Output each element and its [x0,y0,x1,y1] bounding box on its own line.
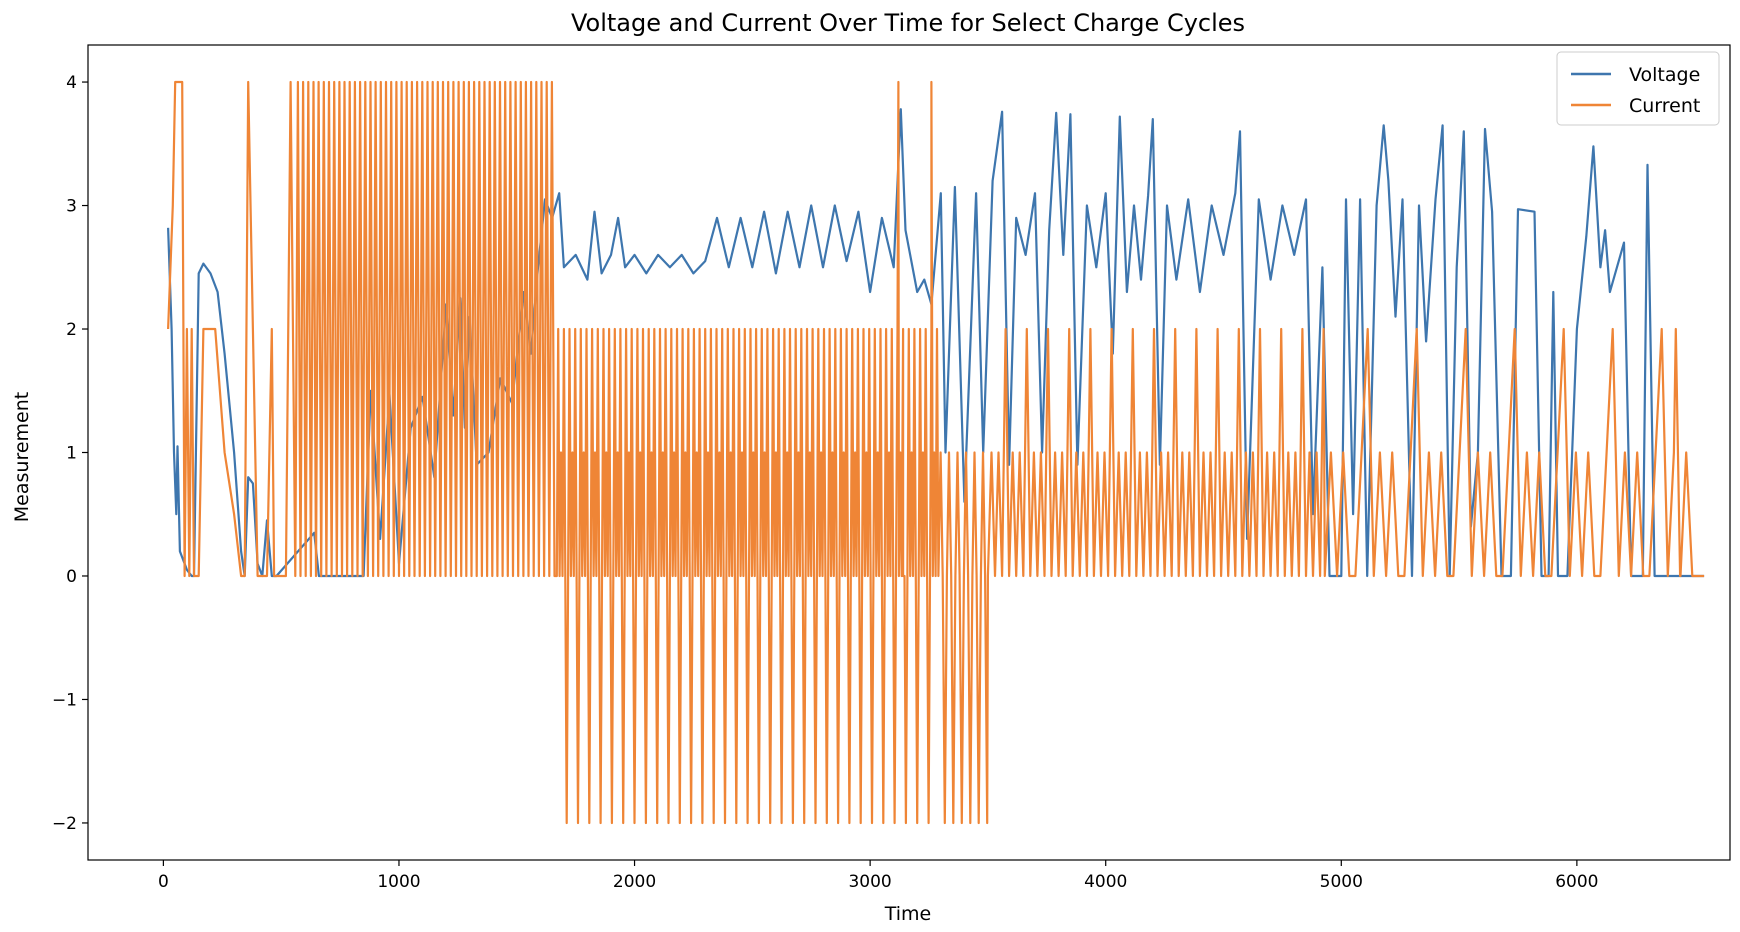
x-tick-label: 5000 [1320,872,1363,892]
chart-title: Voltage and Current Over Time for Select… [571,9,1245,37]
x-axis: 0 1000 2000 3000 4000 5000 6000 [158,860,1599,892]
x-tick-label: 3000 [848,872,891,892]
y-tick-label: 0 [66,567,77,587]
series-layer [167,80,1705,825]
legend: Voltage Current [1556,51,1720,126]
x-tick-label: 4000 [1084,872,1127,892]
y-axis-label: Measurement [11,392,33,522]
y-tick-label: 4 [66,73,77,93]
x-tick-label: 0 [158,872,169,892]
y-tick-label: −1 [52,690,77,710]
legend-voltage-label: Voltage [1629,64,1700,86]
y-tick-label: 3 [66,197,77,217]
series-line-current [167,80,1705,825]
legend-box [1556,51,1720,126]
y-axis: −2 −1 0 1 2 3 4 [52,73,88,834]
x-axis-label: Time [884,903,932,925]
legend-current-label: Current [1629,95,1700,117]
x-tick-label: 6000 [1555,872,1598,892]
x-tick-label: 1000 [377,872,420,892]
x-tick-label: 2000 [613,872,656,892]
plot-area [87,44,1731,861]
y-tick-label: 1 [66,444,77,464]
y-tick-label: 2 [66,320,77,340]
y-tick-label: −2 [52,814,77,834]
